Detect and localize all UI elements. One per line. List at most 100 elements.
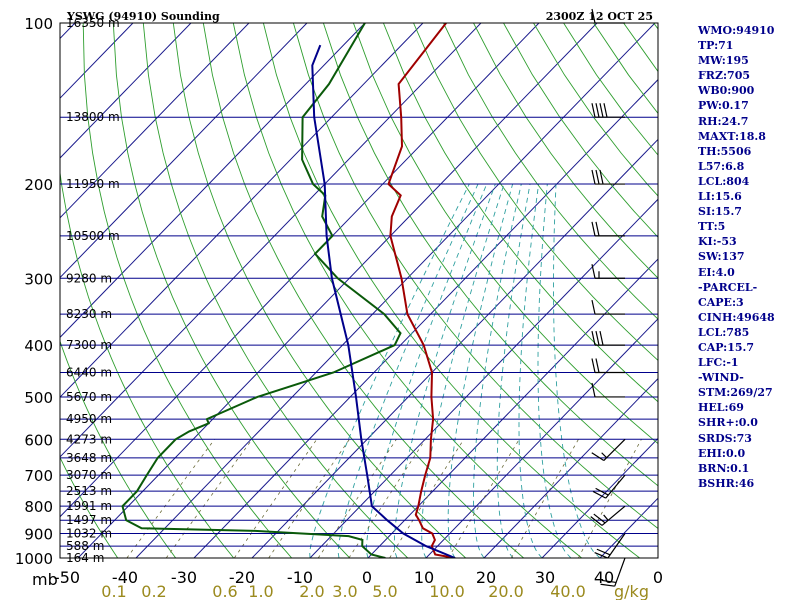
wind-barb	[594, 533, 626, 559]
sounding-index-item: TT:5	[698, 220, 726, 234]
height-label: 11950 m	[66, 177, 120, 191]
wind-barb	[591, 264, 625, 279]
temperature-tick-label: -20	[229, 568, 255, 587]
wind-barb-flag	[595, 221, 600, 237]
temperature-tick-label: 30	[535, 568, 555, 587]
dry-adiabat-line	[262, 23, 641, 558]
moist-adiabat-line	[337, 183, 479, 558]
temperature-tick-label: 0	[362, 568, 372, 587]
sounding-index-item: FRZ:705	[698, 69, 751, 83]
sounding-index-item: BSHR:46	[698, 476, 755, 490]
wind-barb	[590, 505, 626, 526]
height-label: 3070 m	[66, 468, 112, 482]
dry-adiabat-line	[443, 23, 658, 320]
dry-adiabat-line	[473, 23, 658, 279]
sounding-index-item: LFC:-1	[698, 356, 739, 370]
pressure-tick-label: 400	[24, 337, 53, 355]
sounding-indices-panel: WMO:94910 TP:71 MW:195 FRZ:705 WB0:900 PW:0.1…	[698, 23, 798, 491]
wind-barb-flag	[600, 583, 615, 587]
pressure-tick-label: 100	[24, 15, 53, 33]
sounding-index-item: STM:269/27	[698, 386, 773, 400]
wind-barb-staff	[614, 557, 626, 587]
temperature-tick-label: 20	[476, 568, 496, 587]
dry-adiabat-line	[60, 456, 119, 558]
mixing-ratio-line	[348, 439, 426, 558]
height-label: 3648 m	[66, 451, 112, 465]
sounding-profiles	[121, 23, 456, 558]
dry-adiabat-line	[382, 23, 658, 403]
wind-barb-staff	[601, 505, 626, 526]
dry-adiabat-line	[142, 23, 409, 558]
height-label: 2513 m	[66, 484, 112, 498]
mixing-ratio-label: 0.6	[212, 582, 237, 600]
wind-barb	[591, 169, 625, 185]
wind-barb-flag	[591, 264, 596, 279]
sounding-index-item: MAXT:18.8	[698, 129, 766, 143]
mixing-ratio-label: 0.1	[101, 582, 126, 600]
dry-adiabat-line	[352, 23, 658, 445]
moist-adiabat-line	[309, 183, 470, 558]
sounding-index-item: LI:15.6	[698, 190, 742, 204]
dry-adiabat-line	[202, 23, 525, 558]
sounding-index-item: CINH:49648	[698, 310, 775, 324]
temperature-tick-label: -30	[171, 568, 197, 587]
height-label: 8230 m	[66, 307, 112, 321]
isotherm-line	[60, 23, 366, 339]
sounding-index-item: MW:195	[698, 54, 749, 68]
height-label: 5670 m	[66, 390, 112, 404]
dry-adiabat-line	[292, 23, 658, 530]
wind-barb-flag	[599, 330, 604, 346]
temperature-tick-label: -50	[54, 568, 80, 587]
sounding-index-item: -WIND-	[698, 371, 744, 385]
isotherm-line	[60, 23, 540, 518]
sounding-index-item: LCL:785	[698, 325, 750, 339]
height-label: 10500 m	[66, 229, 120, 243]
wind-barb-flag	[591, 452, 605, 462]
temperature-tick-label: 40	[594, 568, 614, 587]
isotherm-line	[425, 318, 658, 558]
sounding-index-item: TP:71	[698, 39, 734, 53]
pressure-tick-label: 700	[24, 467, 53, 485]
wind-barb-flag	[601, 579, 617, 584]
wind-barb-staff	[603, 438, 626, 461]
mixing-ratio-label: 2.0	[299, 582, 324, 600]
wind-barb-staff	[607, 533, 626, 559]
isotherm-line	[135, 23, 656, 558]
wind-barb-flag	[599, 103, 604, 118]
sounding-index-item: BRN:0.1	[698, 461, 750, 475]
temperature-profile-line	[387, 23, 456, 558]
wind-barb	[592, 474, 626, 499]
sounding-index-item: CAP:15.7	[698, 340, 755, 354]
wind-barb	[591, 299, 625, 315]
wind-barb-staff	[605, 474, 626, 499]
isotherm-line	[60, 23, 250, 219]
sounding-index-item: EHI:0.0	[698, 446, 746, 460]
height-label: 1497 m	[66, 513, 112, 527]
sounding-index-item: SI:15.7	[698, 205, 742, 219]
moist-adiabat-line	[518, 184, 543, 558]
temperature-tick-label: 10	[414, 568, 434, 587]
dry-adiabat-line	[60, 339, 177, 558]
isotherm-line	[483, 377, 658, 558]
dry-adiabat-line	[172, 23, 467, 558]
wind-barb-flag	[595, 103, 600, 118]
dry-adiabat-line	[413, 23, 658, 361]
wind-barb	[591, 358, 625, 374]
wind-barb-flag	[592, 490, 606, 499]
height-label: 9280 m	[66, 271, 112, 285]
isotherm-line	[251, 138, 658, 558]
wind-barb-flag	[599, 169, 604, 185]
wind-barb-flag	[596, 548, 611, 556]
sounding-index-item: -PARCEL-	[698, 280, 758, 294]
dry-adiabat-line	[82, 23, 293, 558]
wind-barb-half-flag	[603, 514, 609, 521]
isotherm-line	[77, 23, 598, 558]
pressure-tick-label: 600	[24, 431, 53, 449]
isotherm-line	[541, 437, 658, 558]
mixing-ratio-line	[126, 439, 215, 558]
height-label: 1991 m	[66, 499, 112, 513]
sounding-index-item: EI:4.0	[698, 265, 735, 279]
sounding-index-item: HEL:69	[698, 401, 744, 415]
isotherm-line	[60, 23, 192, 159]
